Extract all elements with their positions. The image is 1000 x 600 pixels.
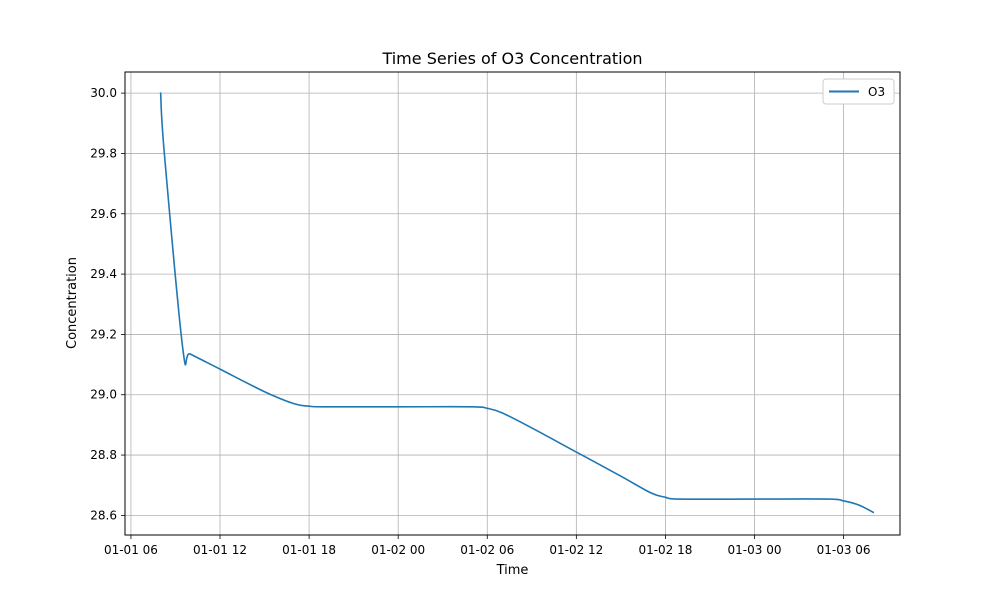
x-tick-label: 01-02 18: [638, 543, 692, 557]
plot-frame: [124, 71, 901, 536]
legend: O3: [822, 78, 895, 105]
chart-title: Time Series of O3 Concentration: [381, 49, 642, 68]
series-line-o3: [159, 92, 875, 514]
y-tick-label: 29.4: [90, 267, 117, 281]
x-axis-label: Time: [496, 563, 529, 578]
series-layer: [159, 92, 875, 514]
x-tick-label: 01-02 12: [549, 543, 603, 557]
y-tick-label: 30.0: [90, 86, 117, 100]
y-tick-label: 29.0: [90, 388, 117, 402]
legend-label-o3: O3: [868, 85, 885, 99]
plot-area: [125, 72, 900, 535]
grid: [125, 72, 900, 535]
x-tick-label: 01-03 06: [817, 543, 871, 557]
x-tick-label: 01-02 06: [460, 543, 514, 557]
x-tick-label: 01-01 06: [104, 543, 158, 557]
y-tick-label: 29.6: [90, 207, 117, 221]
y-tick-label: 28.8: [90, 448, 117, 462]
x-tick-label: 01-01 12: [193, 543, 247, 557]
y-axis-label: Concentration: [65, 257, 80, 349]
x-tick-label: 01-02 00: [371, 543, 425, 557]
y-tick-label: 28.6: [90, 508, 117, 522]
y-tick-label: 29.2: [90, 327, 117, 341]
y-axis-ticks: 28.6 28.8 29.0 29.2 29.4 29.6 29.8 30.0: [90, 86, 125, 522]
x-axis-ticks: 01-01 06 01-01 12 01-01 18 01-02 00 01-02 06…: [104, 535, 871, 557]
y-tick-label: 29.8: [90, 146, 117, 160]
x-tick-label: 01-03 00: [728, 543, 782, 557]
x-tick-label: 01-01 18: [282, 543, 336, 557]
